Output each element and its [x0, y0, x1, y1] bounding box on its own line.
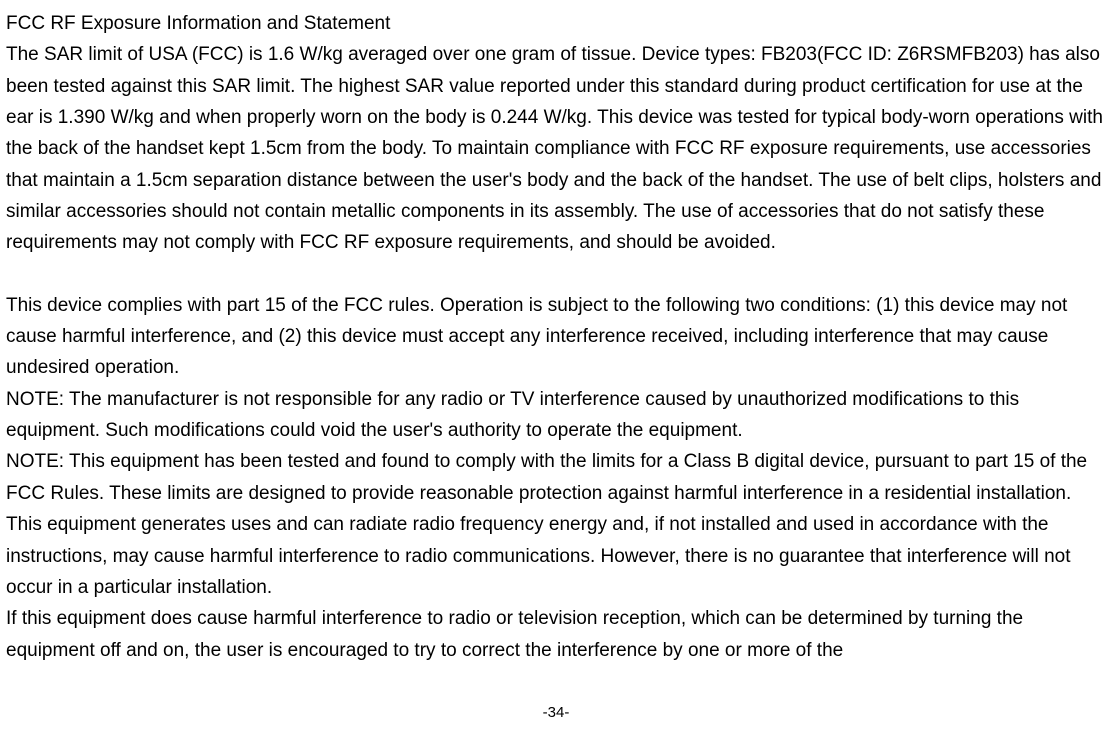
paragraph-1: The SAR limit of USA (FCC) is 1.6 W/kg a…	[6, 39, 1106, 258]
paragraph-2: This device complies with part 15 of the…	[6, 290, 1106, 384]
page-number: -34-	[543, 701, 570, 726]
paragraph-5: If this equipment does cause harmful int…	[6, 603, 1106, 666]
document-content: FCC RF Exposure Information and Statemen…	[6, 8, 1106, 666]
paragraph-spacer	[6, 259, 1106, 290]
paragraph-4: NOTE: This equipment has been tested and…	[6, 446, 1106, 603]
document-heading: FCC RF Exposure Information and Statemen…	[6, 8, 1106, 39]
paragraph-3: NOTE: The manufacturer is not responsibl…	[6, 384, 1106, 447]
